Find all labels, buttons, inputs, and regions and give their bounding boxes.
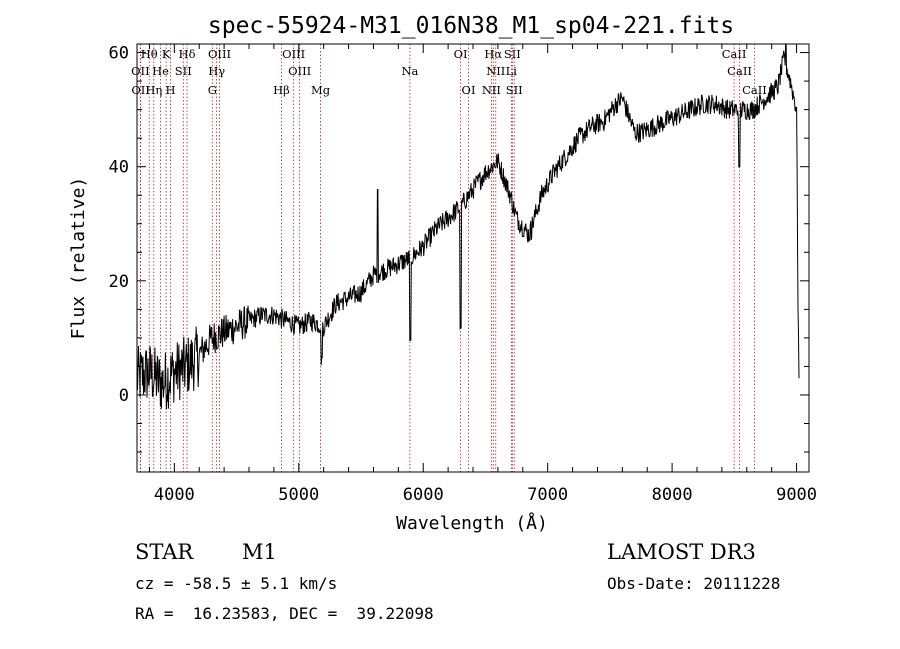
y-tick-label: 0 [119,386,129,406]
x-axis-label: Wavelength (Å) [396,512,548,534]
marker-label: CaII [722,47,747,61]
marker-label: Hδ [179,47,196,61]
redshift-cz: cz = -58.5 ± 5.1 km/s [135,574,337,593]
marker-label: K [162,47,171,61]
marker-label: SII [175,64,192,78]
marker-label: CaII [727,64,752,78]
observation-date: Obs-Date: 20111228 [607,574,780,593]
marker-label: OII [131,83,150,97]
marker-label: Na [401,64,418,78]
marker-label: OIII [282,47,305,61]
marker-label: OII [131,64,150,78]
x-tick-label: 9000 [776,485,817,505]
x-tick-label: 6000 [403,485,444,505]
marker-label: SII [504,47,521,61]
marker-label: OI [454,47,468,61]
marker-label: G [208,83,217,97]
marker-label: SII [506,83,523,97]
marker-label: Hγ [208,64,225,78]
y-tick-label: 40 [109,158,129,178]
marker-label: NII [482,83,501,97]
marker-label: Li [506,64,518,78]
x-tick-label: 5000 [278,485,319,505]
spectrum-line [136,43,800,410]
marker-label: He [152,64,169,78]
marker-label: Hα [484,47,502,61]
chart-title: spec-55924-M31_016N38_M1_sp04-221.fits [208,13,734,39]
coordinates: RA = 16.23583, DEC = 39.22098 [135,604,434,623]
marker-label: OIII [288,64,311,78]
marker-label: Mg [311,83,331,97]
x-tick-label: 7000 [527,485,568,505]
y-tick-label: 60 [109,44,129,64]
survey-name: LAMOST DR3 [607,540,756,564]
marker-label: Hθ [141,47,158,61]
marker-label: OI [462,83,476,97]
x-tick-label: 8000 [652,485,693,505]
y-tick-label: 20 [109,272,129,292]
marker-label: Hη [145,83,162,97]
object-class: STAR [135,540,194,564]
marker-label: OIII [208,47,231,61]
x-tick-label: 4000 [154,485,195,505]
marker-label: NII [486,64,505,78]
object-subclass: M1 [242,540,277,564]
marker-label: H [165,83,175,97]
y-axis-label: Flux (relative) [68,177,89,340]
marker-label: Hβ [273,83,290,97]
marker-label: CaII [742,83,767,97]
axis-ticks: 4000 5000 6000 7000 8000 9000 0 20 40 60 [109,44,818,505]
